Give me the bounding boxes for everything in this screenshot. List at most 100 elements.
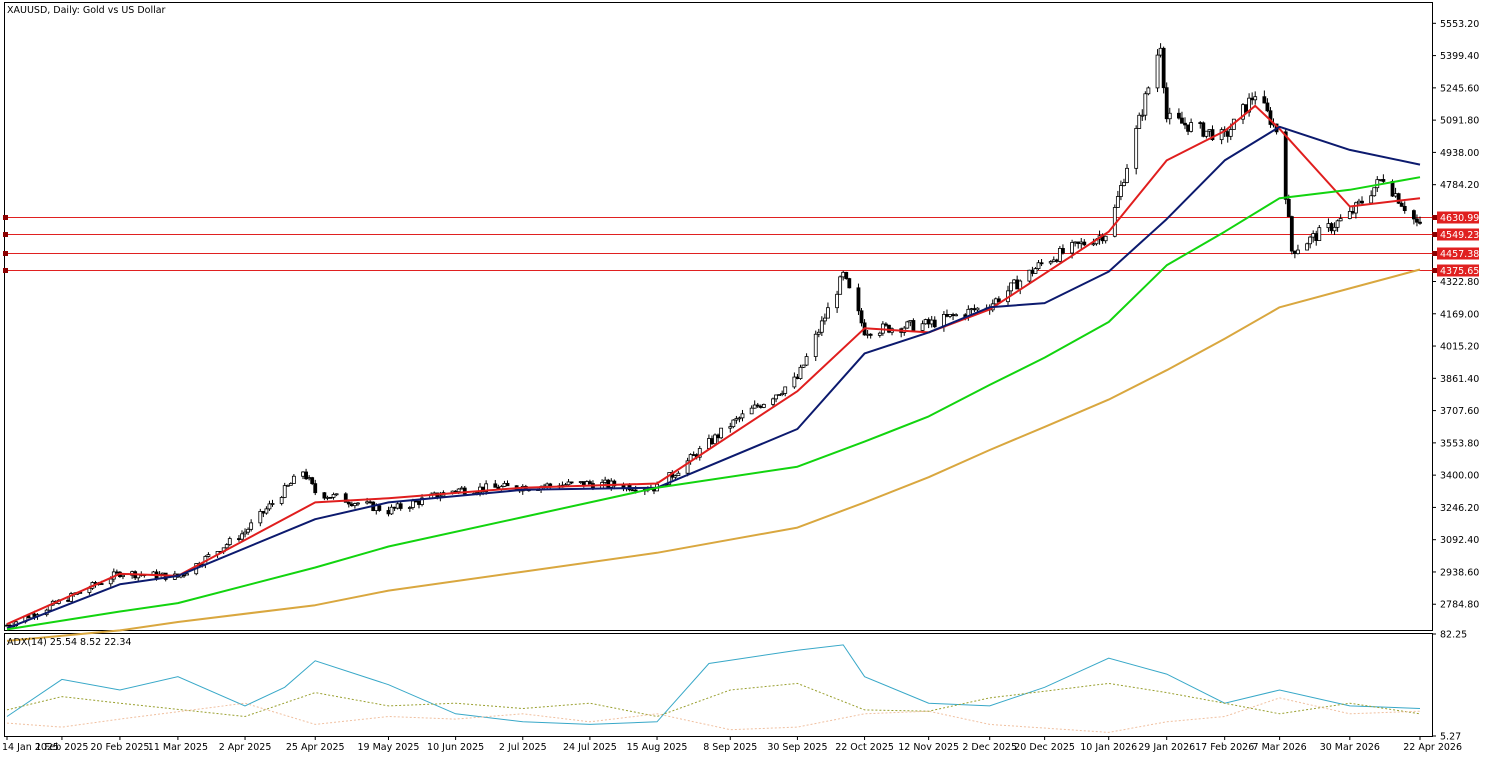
candle-body	[66, 599, 70, 602]
horizontal-level-handle[interactable]	[3, 232, 8, 237]
candle-body	[349, 503, 354, 507]
candle-body	[313, 483, 318, 494]
candle-body	[1137, 114, 1142, 129]
candle-body	[975, 307, 980, 311]
time-tick-label: 25 Apr 2025	[286, 742, 345, 753]
price-tick-label: 2784.80	[1440, 600, 1479, 611]
candle-body	[249, 522, 254, 530]
candle-body	[99, 583, 104, 585]
candle-body	[69, 593, 73, 602]
adx-lines	[6, 644, 1421, 733]
time-tick-label: 2 Dec 2025	[962, 742, 1017, 753]
candle-body	[1155, 54, 1160, 89]
candle-body	[1009, 282, 1013, 292]
price-tick-label: 4015.20	[1440, 342, 1479, 353]
candle-body	[1283, 131, 1288, 200]
horizontal-level-handle[interactable]	[3, 215, 8, 220]
candle-body	[844, 271, 849, 279]
candle-body	[1338, 218, 1343, 222]
candle-body	[5, 624, 9, 627]
candle-body	[1207, 129, 1212, 132]
candle-body	[911, 320, 916, 331]
candle-body	[282, 485, 287, 498]
horizontal-level-handle[interactable]	[1432, 215, 1437, 220]
candle-body	[377, 505, 382, 511]
candle-body	[1326, 223, 1331, 229]
candle-body	[780, 392, 785, 396]
candle-body	[798, 366, 803, 379]
candle-body	[716, 434, 720, 439]
candle-body	[243, 531, 247, 535]
candle-body	[758, 405, 763, 408]
candle-body	[1143, 93, 1148, 116]
candle-body	[246, 528, 250, 533]
adx-title: ADX(14) 25.54 8.52 22.34	[7, 637, 131, 648]
horizontal-levels[interactable]	[3, 215, 1437, 273]
candle-body	[331, 494, 336, 498]
candle-body	[713, 434, 717, 445]
candle-body	[841, 271, 846, 278]
horizontal-level-handle[interactable]	[3, 268, 8, 273]
candle-body	[310, 477, 315, 485]
horizontal-level-handle[interactable]	[3, 251, 8, 256]
candle-body	[1036, 262, 1041, 269]
candle-body	[908, 320, 913, 323]
horizontal-level-handle[interactable]	[1432, 268, 1437, 273]
candle-body	[395, 503, 400, 509]
candle-body	[719, 427, 724, 439]
price-tick-label: 4784.20	[1440, 180, 1479, 191]
candle-body	[1354, 202, 1358, 214]
candle-body	[1158, 47, 1163, 56]
candle-body	[291, 475, 296, 484]
candles	[5, 43, 1422, 629]
candle-body	[548, 483, 553, 487]
candle-body	[1082, 241, 1087, 246]
candle-body	[972, 308, 977, 311]
candle-body	[691, 454, 696, 456]
moving-average-line	[6, 268, 1421, 642]
time-tick-label: 15 Aug 2025	[627, 742, 688, 753]
candle-body	[1048, 261, 1053, 264]
candle-body	[603, 479, 608, 483]
moving-average-line	[6, 176, 1421, 631]
candle-body	[1027, 269, 1032, 282]
candle-body	[630, 489, 635, 492]
candle-body	[932, 319, 937, 328]
candle-body	[1225, 131, 1230, 137]
candle-body	[1296, 249, 1300, 255]
candle-body	[954, 314, 959, 317]
candle-body	[389, 506, 394, 515]
candle-body	[588, 481, 592, 484]
candle-body	[1390, 181, 1395, 197]
candle-body	[420, 497, 424, 505]
time-tick-label: 24 Jul 2025	[563, 742, 617, 753]
candle-body	[1396, 193, 1401, 204]
candle-body	[237, 538, 241, 540]
candle-body	[1201, 122, 1206, 137]
candle-body	[1073, 241, 1078, 244]
candle-body	[267, 503, 272, 510]
candle-body	[1015, 279, 1020, 290]
candle-body	[1372, 187, 1377, 197]
horizontal-level-handle[interactable]	[1432, 251, 1437, 256]
candle-body	[1091, 243, 1096, 246]
candle-body	[1204, 130, 1209, 137]
candle-body	[270, 503, 275, 505]
candle-body	[1411, 210, 1416, 220]
moving-averages	[6, 104, 1421, 642]
candle-body	[1335, 220, 1340, 228]
horizontal-level-handle[interactable]	[1432, 232, 1437, 237]
candle-body	[1198, 122, 1203, 124]
candle-body	[737, 417, 742, 420]
candle-body	[1418, 221, 1422, 224]
candle-body	[856, 287, 861, 312]
time-tick-label: 11 Mar 2025	[148, 742, 208, 753]
candle-body	[1292, 250, 1297, 255]
candle-body	[1180, 117, 1184, 124]
candle-body	[777, 394, 782, 397]
level-price-label: 4457.38	[1440, 249, 1479, 260]
candle-body	[505, 482, 510, 487]
candle-body	[1350, 211, 1355, 214]
candle-body	[996, 298, 1001, 303]
